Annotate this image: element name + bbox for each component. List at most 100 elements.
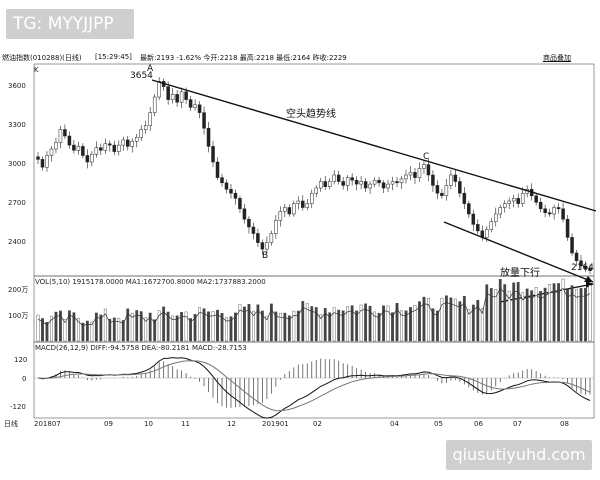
volume-bar [449,297,453,342]
volume-bar [436,310,439,342]
candle-body [67,135,72,146]
volume-bar [72,312,76,342]
candle-body [314,187,318,194]
candle-body [494,213,498,223]
candle-body [103,143,108,151]
volume-bar [516,282,520,342]
volume-bar [144,317,148,342]
candle-body [157,81,161,98]
volume-bar [193,314,197,342]
candle-body [242,208,247,220]
volume-bar [319,314,323,342]
volume-bar [189,318,192,342]
price-panel-corner: K [34,66,39,74]
x-tick: 06 [474,420,483,428]
x-tick: 201807 [34,420,61,428]
candle-body [507,200,511,204]
candle-body [121,139,126,146]
volume-caption: 放量下行 [500,266,540,279]
candle-body [462,192,467,204]
candle-body [511,198,516,202]
x-tick: 07 [513,420,522,428]
volume-bar [570,285,574,342]
volume-ma-line [37,287,591,327]
candle-body [238,198,242,210]
x-tick: 02 [313,420,322,428]
volume-bar [323,308,327,342]
candle-body [354,179,359,185]
macd-tick: -120 [10,403,26,411]
candle-body [341,181,345,186]
candle-body [179,91,184,103]
candle-body [485,229,489,238]
volume-bar [305,303,309,342]
candle-body [63,129,67,137]
candle-body [395,181,399,184]
volume-bar [427,297,430,342]
price-tick: 2400 [8,238,26,246]
candle-body [292,203,296,215]
volume-bar [485,284,489,342]
candle-body [350,177,354,181]
candle-body [211,146,215,163]
volume-bar [373,311,376,342]
candle-body [444,185,449,197]
candle-body [126,139,130,147]
volume-bar [332,307,336,342]
candle-body [561,208,565,220]
volume-bar [99,314,103,342]
macd-panel-frame [33,341,595,419]
point-c-label: C [423,152,429,162]
volume-bar [265,315,269,342]
candle-body [390,181,395,185]
candle-body [327,181,332,187]
volume-bar [552,283,556,342]
candle-body [570,237,574,254]
candle-body [287,207,292,215]
volume-bar [103,308,107,342]
candle-body [435,185,440,194]
candle-body [588,268,592,271]
volume-bar [498,279,502,342]
volume-bar [41,318,44,342]
candle-body [305,203,310,208]
volume-bar [548,284,552,342]
volume-bar [494,289,498,342]
candle-body [251,226,256,234]
candle-body [148,112,152,126]
candle-body [574,252,579,262]
candle-body [368,183,372,189]
candle-body [296,200,301,204]
volume-bar [68,310,71,342]
overlay-commodity-link[interactable]: 商品叠加 [543,54,571,62]
volume-bar [171,315,175,342]
macd-histogram [42,358,591,408]
volume-bar [260,310,264,342]
candle-body [85,155,90,163]
volume-bar [166,311,170,342]
price-tick: 3000 [8,160,26,168]
candle-body [99,147,103,151]
candle-body [81,146,85,156]
candle-body [278,211,283,221]
candle-body [193,104,197,108]
volume-bar [341,310,345,342]
volume-bar [283,312,287,342]
volume-bar [45,322,49,342]
candle-body [301,200,305,208]
volume-bar [444,295,448,342]
price-tick: 3600 [8,82,26,90]
candle-body [538,202,543,210]
candle-body [516,198,520,204]
volume-bar [467,309,471,342]
volume-bar [81,322,85,342]
volume-bar [368,305,372,342]
candle-body [76,146,81,151]
candle-body [233,192,238,199]
candle-body [336,174,341,182]
volume-bar [337,309,341,342]
candle-body [323,181,327,187]
volume-bar [588,285,592,342]
candle-body [552,207,556,215]
volume-tick: 200万 [8,286,28,294]
